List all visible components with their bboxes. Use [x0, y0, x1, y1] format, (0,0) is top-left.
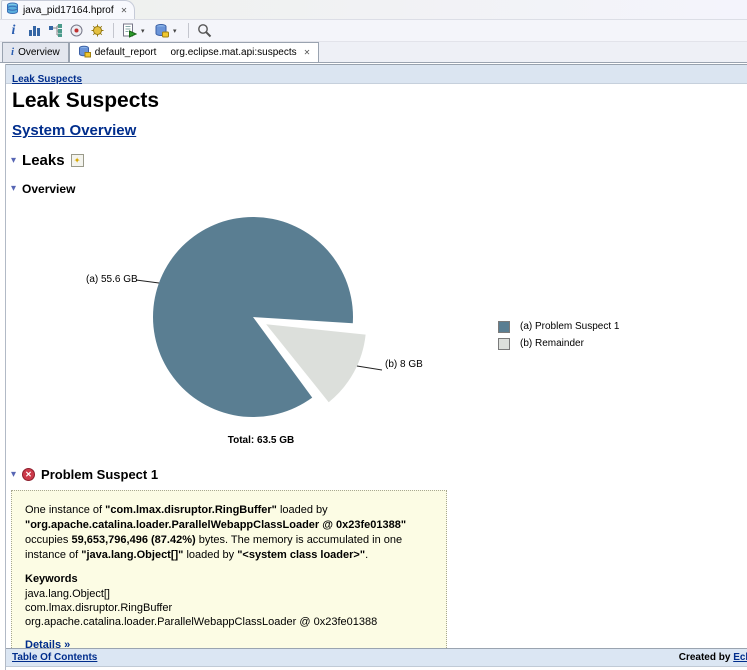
section-leaks: ▾ Leaks ✦ — [11, 152, 747, 169]
search-button[interactable] — [195, 21, 214, 40]
tab-suspects-report[interactable]: default_report org.eclipse.mat.api:suspe… — [68, 42, 320, 62]
close-icon[interactable]: ✕ — [303, 48, 311, 57]
section-leaks-label: Leaks — [22, 152, 65, 169]
keyword-item: org.apache.catalina.loader.ParallelWebap… — [25, 616, 378, 628]
legend-label: (a) Problem Suspect 1 — [520, 321, 620, 332]
breadcrumb: Leak Suspects — [6, 64, 747, 85]
close-icon[interactable]: ✕ — [120, 5, 128, 15]
info-icon: i — [11, 22, 16, 38]
collapse-arrow-icon[interactable]: ▾ — [11, 183, 17, 194]
search-icon — [198, 24, 212, 38]
page-title: Leak Suspects — [12, 89, 160, 112]
run-report-dropdown-icon[interactable]: ▾ — [141, 27, 145, 35]
pie-chart: (a) 55.6 GB (b) 8 GB Total: 63.5 GB — [86, 206, 461, 451]
suspect-description-box: One instance of "com.lmax.disruptor.Ring… — [11, 490, 447, 664]
toolbar-separator — [188, 23, 189, 38]
editor-tab-bar: java_pid17164.hprof ✕ — [0, 0, 747, 20]
section-problem-suspect: ▾ ✕ Problem Suspect 1 — [11, 467, 747, 482]
keyword-item: com.lmax.disruptor.RingBuffer — [25, 602, 173, 614]
run-report-icon — [123, 23, 137, 38]
pie-slice-label-a: (a) 55.6 GB — [86, 274, 138, 285]
tab-overview[interactable]: i Overview — [2, 42, 69, 62]
toolbar-separator — [113, 23, 114, 38]
footer-bar: Table Of Contents Created by Ecli — [6, 648, 747, 667]
system-overview-link[interactable]: System Overview — [12, 122, 137, 139]
legend-row-remainder: (b) Remainder — [498, 335, 620, 352]
error-icon: ✕ — [22, 468, 36, 481]
info-icon: i — [11, 46, 15, 58]
toolbar: i ▾ ▾ — [0, 20, 747, 42]
breadcrumb-link-leak-suspects[interactable]: Leak Suspects — [12, 74, 83, 85]
heap-actions-icon — [155, 24, 169, 38]
dominator-tree-icon — [49, 24, 62, 37]
report-name-label: default_report — [94, 47, 157, 58]
keywords-title: Keywords — [25, 573, 78, 585]
created-by-text: Created by Ecli — [679, 652, 747, 663]
created-by-link[interactable]: Ecli — [733, 652, 747, 663]
oql-button[interactable] — [67, 21, 86, 40]
section-overview-label: Overview — [22, 182, 76, 196]
view-tab-bar: i Overview default_report org.eclipse.ma… — [0, 42, 747, 63]
suspect-description: One instance of "com.lmax.disruptor.Ring… — [25, 504, 407, 561]
table-of-contents-link[interactable]: Table Of Contents — [12, 652, 98, 663]
heap-actions-button[interactable] — [152, 21, 171, 40]
suspect-title: Problem Suspect 1 — [41, 467, 159, 482]
editor-tab-heap-dump[interactable]: java_pid17164.hprof ✕ — [1, 0, 136, 19]
run-report-button[interactable] — [120, 21, 139, 40]
chart-row: (a) 55.6 GB (b) 8 GB Total: 63.5 GB (a) … — [6, 206, 747, 451]
keywords-block: Keywords java.lang.Object[] com.lmax.disr… — [25, 572, 433, 629]
report-id-label: org.eclipse.mat.api:suspects — [170, 47, 297, 58]
section-overview: ▾ Overview — [11, 182, 747, 196]
collapse-arrow-icon[interactable]: ▾ — [11, 468, 17, 480]
tab-overview-label: Overview — [18, 47, 60, 58]
oql-icon — [70, 24, 83, 37]
info-button[interactable]: i — [4, 21, 23, 40]
legend-row-suspect: (a) Problem Suspect 1 — [498, 318, 620, 335]
pie-total-label: Total: 63.5 GB — [227, 435, 295, 446]
dominator-tree-button[interactable] — [46, 21, 65, 40]
histogram-button[interactable] — [25, 21, 44, 40]
keywords-list: java.lang.Object[] com.lmax.disruptor.Rin… — [25, 587, 433, 629]
chart-legend: (a) Problem Suspect 1 (b) Remainder — [498, 318, 620, 352]
heap-dump-icon — [6, 2, 19, 18]
keyword-item: java.lang.Object[] — [25, 588, 110, 600]
pie-slice-label-b: (b) 8 GB — [385, 359, 423, 370]
legend-swatch — [498, 337, 510, 350]
histogram-icon — [29, 26, 40, 36]
heap-actions-dropdown-icon[interactable]: ▾ — [173, 27, 177, 35]
expert-report-button[interactable] — [88, 21, 107, 40]
legend-swatch — [498, 320, 510, 333]
editor-tab-label: java_pid17164.hprof — [23, 4, 114, 16]
report-pane: Leak Suspects Leak Suspects System Overv… — [5, 64, 747, 670]
collapse-arrow-icon[interactable]: ▾ — [11, 154, 17, 166]
expert-report-icon — [91, 24, 104, 37]
pie-chart-svg — [135, 217, 383, 417]
legend-label: (b) Remainder — [520, 338, 584, 349]
report-icon — [78, 45, 91, 61]
run-expert-test-icon[interactable]: ✦ — [70, 154, 84, 167]
